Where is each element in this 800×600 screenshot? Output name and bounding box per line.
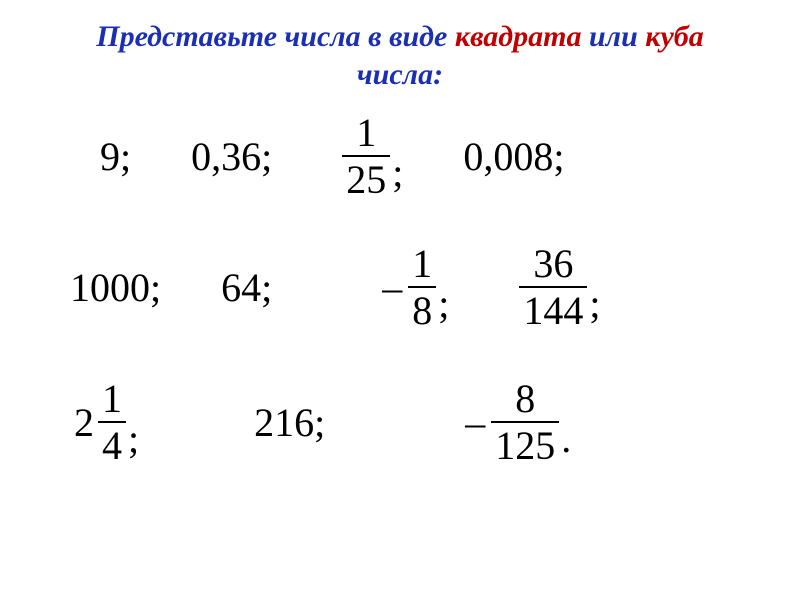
title-part-3: или	[589, 20, 638, 53]
value-216: 216;	[254, 399, 325, 446]
row-1: 9; 0,36; 1 25 ; 0,008;	[70, 113, 730, 200]
denominator: 25	[342, 155, 390, 200]
punct: ;	[128, 415, 139, 462]
numerator: 1	[352, 113, 380, 155]
value-neg-frac-8-125: – 8 125 .	[465, 379, 571, 466]
denominator: 8	[408, 286, 436, 331]
value-0-008: 0,008;	[463, 133, 564, 180]
punct: .	[561, 415, 571, 462]
punct: ;	[438, 280, 449, 327]
numbers-grid: 9; 0,36; 1 25 ; 0,008; 1000; 64; – 1 8 ;…	[0, 93, 800, 466]
row-2: 1000; 64; – 1 8 ; 36 144 ;	[70, 244, 730, 331]
value-64: 64;	[221, 264, 272, 311]
title-part-1: Представьте числа в виде	[96, 20, 447, 53]
value-neg-frac-1-8: – 1 8 ;	[382, 244, 449, 331]
exercise-title: Представьте числа в виде квадрата или ку…	[0, 0, 800, 93]
title-part-2: квадрата	[455, 20, 582, 53]
value-mixed-2-1-4: 2 1 4 ;	[74, 379, 139, 466]
punct: ;	[392, 149, 403, 196]
denominator: 144	[519, 286, 587, 331]
numerator: 36	[529, 244, 577, 286]
value-0-36: 0,36;	[191, 133, 272, 180]
minus-sign: –	[382, 264, 402, 311]
numerator: 8	[511, 379, 539, 421]
value-frac-1-25: 1 25 ;	[342, 113, 403, 200]
value-frac-36-144: 36 144 ;	[519, 244, 600, 331]
denominator: 4	[98, 421, 126, 466]
numerator: 1	[98, 379, 126, 421]
row-3: 2 1 4 ; 216; – 8 125 .	[70, 379, 730, 466]
title-part-4: куба	[645, 20, 704, 53]
minus-sign: –	[465, 399, 485, 446]
whole-part: 2	[74, 399, 94, 446]
value-1000: 1000;	[70, 264, 161, 311]
numerator: 1	[408, 244, 436, 286]
value-9: 9;	[100, 133, 131, 180]
title-part-5: числа:	[357, 58, 443, 91]
punct: ;	[589, 280, 600, 327]
denominator: 125	[491, 421, 559, 466]
